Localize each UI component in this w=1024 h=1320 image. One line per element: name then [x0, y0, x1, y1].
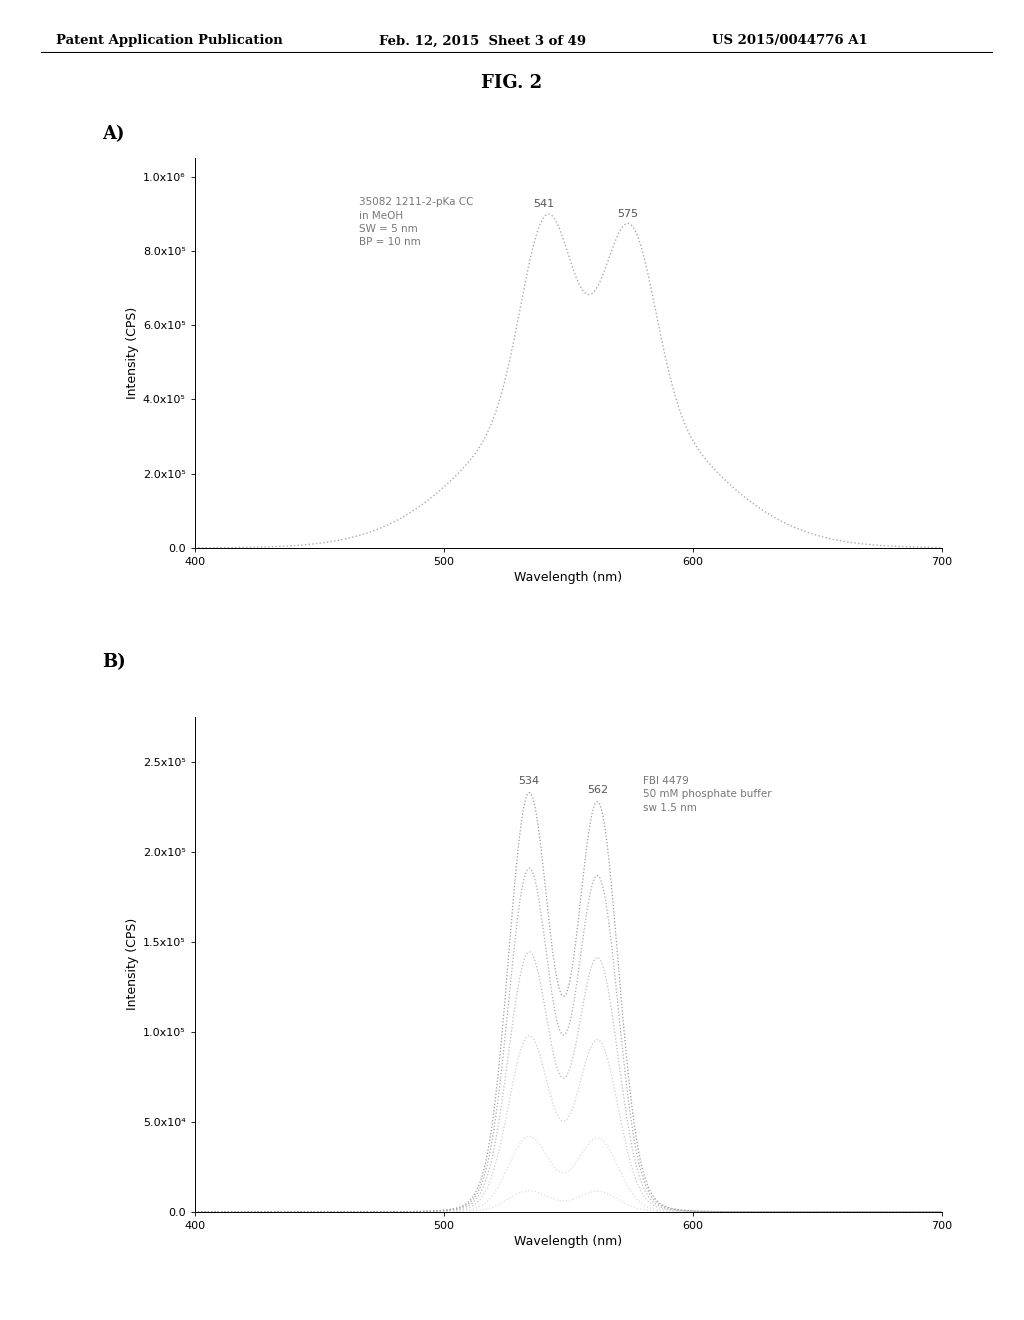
Y-axis label: Intensity (CPS): Intensity (CPS)	[126, 308, 138, 399]
Text: US 2015/0044776 A1: US 2015/0044776 A1	[712, 34, 867, 48]
X-axis label: Wavelength (nm): Wavelength (nm)	[514, 1236, 623, 1247]
Text: FBI 4479
50 mM phosphate buffer
sw 1.5 nm: FBI 4479 50 mM phosphate buffer sw 1.5 n…	[643, 776, 772, 813]
Text: Feb. 12, 2015  Sheet 3 of 49: Feb. 12, 2015 Sheet 3 of 49	[379, 34, 586, 48]
Text: Patent Application Publication: Patent Application Publication	[56, 34, 283, 48]
Text: FIG. 2: FIG. 2	[481, 74, 543, 92]
Text: B): B)	[102, 653, 126, 672]
Y-axis label: Intensity (CPS): Intensity (CPS)	[126, 919, 138, 1010]
Text: 575: 575	[617, 209, 639, 219]
Text: 534: 534	[518, 776, 539, 785]
Text: 541: 541	[532, 199, 554, 210]
Text: 35082 1211-2-pKa CC
in MeOH
SW = 5 nm
BP = 10 nm: 35082 1211-2-pKa CC in MeOH SW = 5 nm BP…	[359, 198, 473, 247]
X-axis label: Wavelength (nm): Wavelength (nm)	[514, 572, 623, 583]
Text: A): A)	[102, 125, 125, 144]
Text: 562: 562	[588, 785, 609, 795]
